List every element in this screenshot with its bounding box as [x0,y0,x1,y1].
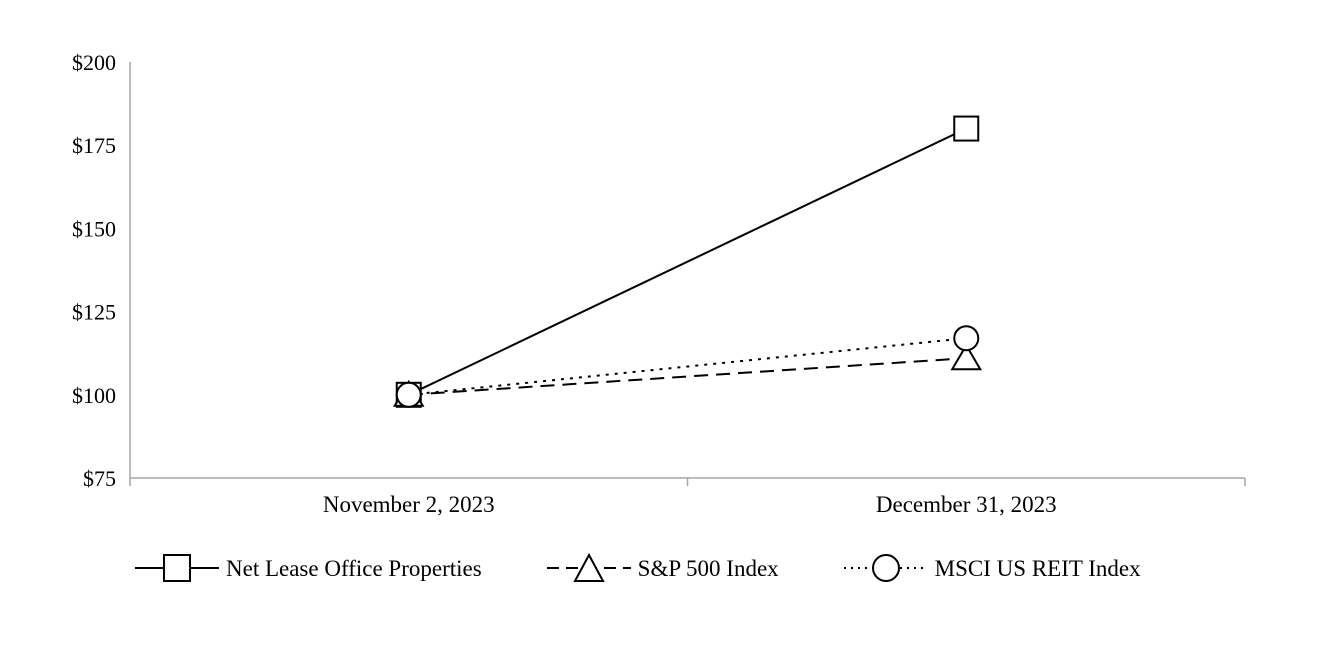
legend-solid-line-square-icon [135,554,219,582]
legend-item-sp-500-index: S&P 500 Index [546,552,779,584]
y-axis-tick-label: $125 [72,300,116,325]
y-axis-tick-label: $150 [72,216,116,241]
series-line-dotted [408,337,967,396]
triangle-marker-icon [950,343,982,371]
y-axis-tick-label: $175 [72,133,116,158]
y-axis-tick-label: $100 [72,383,116,408]
legend-item-net-lease-office-properties: Net Lease Office Properties [135,552,482,584]
circle-marker-icon [953,325,980,352]
performance-line-chart: $75 $100 $125 $150 $175 $200 November 2, 2023 D… [72,50,1246,517]
legend-dotted-line-circle-icon [843,554,928,582]
x-axis-category-label: November 2, 2023 [323,492,495,517]
x-axis-category-label: December 31, 2023 [876,492,1057,517]
y-axis-tick-label: $75 [83,466,116,491]
square-marker-icon [953,115,980,142]
legend-dashed-line-triangle-icon [546,552,631,582]
legend-label: MSCI US REIT Index [934,555,1141,581]
circle-marker-icon [395,381,422,408]
legend-item-msci-us-reit-index: MSCI US REIT Index [843,552,1141,584]
y-axis-tick-label: $200 [72,50,116,75]
legend-label: S&P 500 Index [637,555,779,581]
chart-legend: Net Lease Office Properties S&P 500 Inde… [135,552,1141,584]
series-line-solid [408,127,967,396]
legend-label: Net Lease Office Properties [226,555,482,581]
series-line-dashed [408,357,967,396]
